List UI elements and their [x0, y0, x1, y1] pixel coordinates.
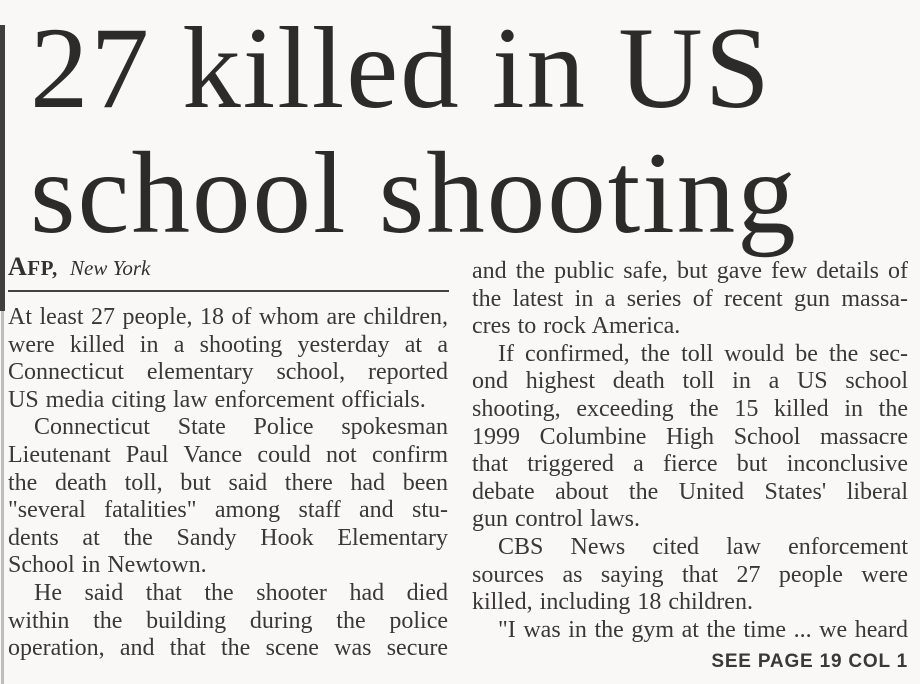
article-line: "I was in the gym at the time ... we hea…	[498, 616, 908, 643]
article-paragraph: Connecticut State Police spokesman Lieute…	[8, 414, 448, 580]
article-line: He said that the shooter had died	[34, 579, 448, 606]
article-line: shooting, exceeding the 15 killed in the	[472, 395, 908, 422]
continuation-notice: SEE PAGE 19 COL 1	[711, 651, 908, 672]
article-line: School in Newtown.	[8, 552, 207, 579]
article-paragraph: He said that the shooter had died within …	[8, 580, 448, 663]
article-line: Connecticut elementary school, reported	[8, 359, 448, 386]
article-paragraph: At least 27 people, 18 of whom are child…	[8, 304, 448, 414]
article-line: Lieutenant Paul Vance could not confirm	[8, 441, 448, 468]
byline-agency: AFP,	[8, 252, 58, 281]
article-paragraph: and the public safe, but gave few detail…	[472, 258, 908, 341]
article-paragraph: If confirmed, the toll would be the sec-…	[472, 341, 908, 534]
article-line: that triggered a fierce but inconclusive	[472, 451, 908, 478]
article-line: Connecticut State Police spokesman	[34, 414, 448, 441]
article-line: CBS News cited law enforcement	[498, 533, 908, 560]
article-paragraph: "I was in the gym at the time ... we hea…	[472, 617, 908, 645]
article-column-left: At least 27 people, 18 of whom are child…	[8, 304, 448, 663]
headline-line-1: 27 killed in US	[30, 4, 772, 133]
article-line: operation, and that the scene was secure	[8, 635, 448, 662]
byline-rule	[8, 290, 449, 292]
article-column-right: and the public safe, but gave few detail…	[472, 258, 908, 644]
article-line: At least 27 people, 18 of whom are child…	[8, 304, 448, 330]
article-line: the death toll, but said there had been	[8, 469, 448, 496]
article-line: cres to rock America.	[472, 313, 681, 340]
scan-edge-line-dark	[0, 25, 5, 311]
headline-line-2: school shooting	[30, 129, 798, 258]
byline: AFP, New York	[8, 252, 449, 282]
article-line: US media citing law enforcement official…	[8, 386, 426, 413]
scan-edge-line-light	[1, 311, 4, 684]
article-headline: 27 killed in US school shooting	[30, 6, 910, 256]
article-line: ond highest death toll in a US school	[472, 368, 908, 395]
article-line: gun control laws.	[472, 506, 640, 533]
article-line: were killed in a shooting yesterday at a	[8, 331, 448, 358]
article-line: killed, including 18 children.	[472, 589, 753, 616]
article-paragraph: CBS News cited law enforcement sources as…	[472, 534, 908, 617]
byline-location: New York	[70, 256, 151, 280]
article-line: If confirmed, the toll would be the sec-	[498, 340, 908, 367]
article-line: debate about the United States' liberal	[472, 478, 908, 505]
article-line: "several fatalities" among staff and stu…	[8, 497, 448, 524]
article-line: dents at the Sandy Hook Elementary	[8, 524, 448, 551]
article-line: 1999 Columbine High School massacre	[472, 423, 908, 450]
article-line: within the building during the police	[8, 607, 448, 634]
article-line: the latest in a series of recent gun mas…	[472, 285, 908, 312]
article-line: sources as saying that 27 people were	[472, 561, 908, 588]
article-line: and the public safe, but gave few detail…	[472, 258, 908, 284]
